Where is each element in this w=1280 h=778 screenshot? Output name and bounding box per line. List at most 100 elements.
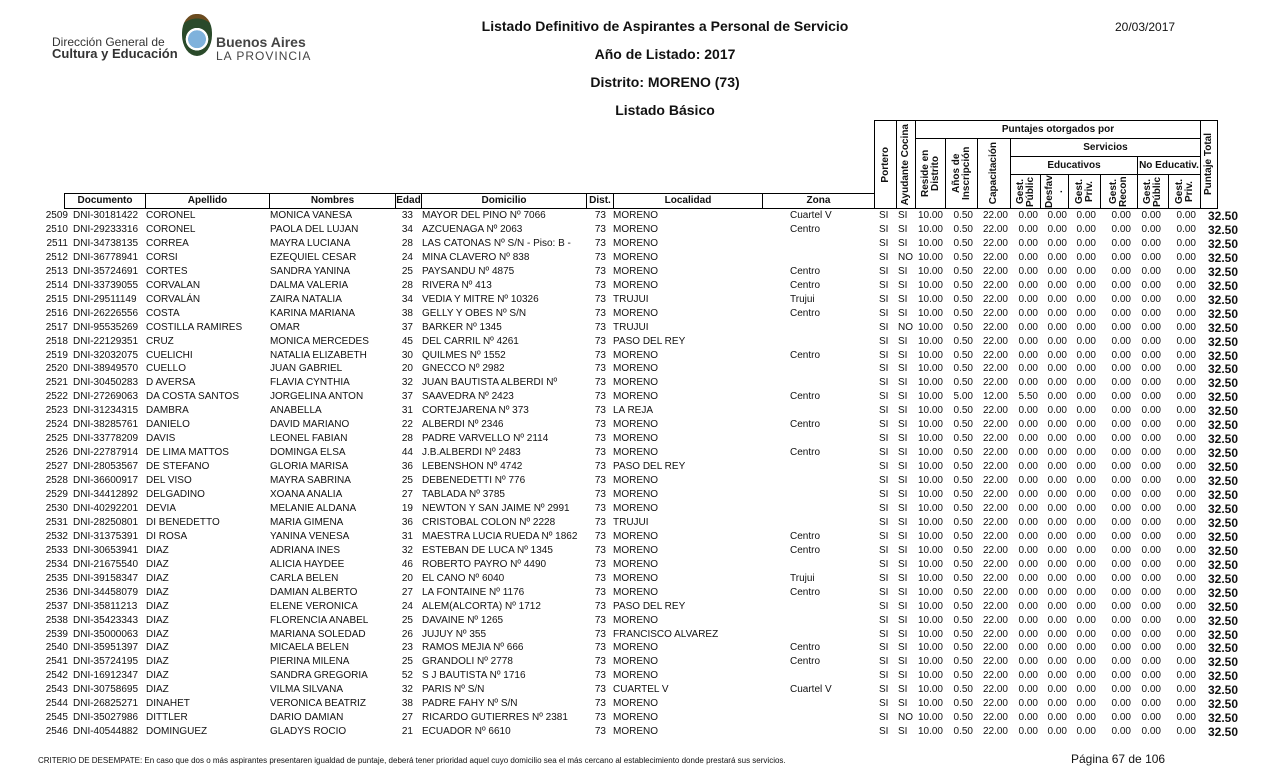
cell-capacitacion: 22.00 [982,335,1008,347]
cell-edad: 24 [401,600,413,612]
cell-row-number: 2538 [45,614,68,626]
table-row: 2514 DNI-33739055 CORVALAN DALMA VALERIA 28 R… [0,279,1280,293]
cell-dist: 73 [594,642,606,654]
cell-ayudante: SI [898,516,908,528]
cell-total: 32.50 [1207,655,1238,670]
logo-brand2: LA PROVINCIA [216,49,312,63]
logo-line2: Cultura y Educación [52,46,178,61]
cell-reside: 10.00 [917,223,943,235]
table-row: 2532 DNI-31375391 DI ROSA YANINA VENESA 31 MA… [0,530,1280,544]
cell-documento: DNI-22787914 [73,447,139,459]
cell-gest-public: 0.00 [1018,712,1038,724]
cell-localidad: MORENO [613,530,658,542]
cell-edad: 20 [401,572,413,584]
cell-gest-recon: 0.00 [1111,544,1131,556]
table-row: 2537 DNI-35811213 DIAZ ELENE VERONICA 24 ALEM… [0,600,1280,614]
cell-ne-gest-public: 0.00 [1141,210,1161,221]
cell-ne-gest-public: 0.00 [1141,363,1161,375]
cell-ayudante: SI [898,502,908,514]
cell-zona: Centro [790,642,821,654]
cell-portero: SI [879,391,889,403]
cell-domicilio: PARIS Nº S/N [422,684,485,696]
cell-ne-gest-priv: 0.00 [1176,670,1196,682]
cell-domicilio: JUJUY Nº 355 [422,628,487,640]
cell-ayudante: SI [898,572,908,584]
cell-apellido: DE STEFANO [146,461,210,473]
cell-zona: Centro [790,391,821,403]
table-row: 2542 DNI-16912347 DIAZ SANDRA GREGORIA 52 S J… [0,669,1280,683]
cell-domicilio: RIVERA Nº 413 [422,279,492,291]
cell-desfav: 0.00 [1047,210,1067,221]
cell-capacitacion: 22.00 [982,223,1008,235]
cell-documento: DNI-29511149 [73,293,137,305]
cell-documento: DNI-21675540 [73,558,139,570]
cell-anios: 0.50 [953,712,973,724]
cell-gest-public: 0.00 [1018,265,1038,277]
cell-ayudante: SI [898,377,908,389]
cell-desfav: 0.00 [1047,279,1067,291]
table-row: 2512 DNI-36778941 CORSI EZEQUIEL CESAR 24 MIN… [0,251,1280,265]
cell-domicilio: PAYSANDU Nº 4875 [422,265,515,277]
cell-ne-gest-priv: 0.00 [1176,684,1196,696]
cell-total: 32.50 [1207,334,1238,349]
cell-ne-gest-public: 0.00 [1141,419,1161,431]
cell-anios: 0.50 [953,363,973,375]
cell-capacitacion: 22.00 [982,600,1008,612]
cell-documento: DNI-28053567 [73,461,139,473]
cell-ne-gest-public: 0.00 [1141,642,1161,654]
cell-capacitacion: 22.00 [982,684,1008,696]
cell-portero: SI [879,321,889,333]
cell-capacitacion: 22.00 [982,642,1008,654]
cell-apellido: DIAZ [146,586,169,598]
cell-ayudante: SI [898,265,908,277]
cell-row-number: 2513 [45,265,68,277]
table-row: 2543 DNI-30758695 DIAZ VILMA SILVANA 32 PARIS… [0,683,1280,697]
cell-domicilio: MINA CLAVERO Nº 838 [422,251,530,263]
table-row: 2541 DNI-35724195 DIAZ PIERINA MILENA 25 GRAN… [0,655,1280,669]
cell-gest-priv: 0.00 [1076,670,1096,682]
cell-apellido: CORVALÁN [146,293,201,305]
cell-total: 32.50 [1207,376,1238,391]
cell-portero: SI [879,502,889,514]
cell-reside: 10.00 [917,558,943,570]
cell-ne-gest-priv: 0.00 [1176,251,1196,263]
cell-capacitacion: 22.00 [982,307,1008,319]
cell-total: 32.50 [1207,697,1238,712]
cell-edad: 36 [401,461,413,473]
cell-total: 32.50 [1207,571,1238,586]
cell-row-number: 2533 [45,544,68,556]
cell-domicilio: PADRE FAHY Nº S/N [422,698,518,710]
cell-gest-public: 0.00 [1018,614,1038,626]
cell-edad: 31 [401,530,413,542]
cell-localidad: PASO DEL REY [613,461,686,473]
cell-edad: 28 [401,237,413,249]
column-header-label: Desfav . [1043,175,1065,208]
cell-total: 32.50 [1207,515,1238,530]
cell-documento: DNI-30653941 [73,544,139,556]
cell-ne-gest-public: 0.00 [1141,223,1161,235]
cell-localidad: MORENO [613,237,658,249]
cell-gest-public: 0.00 [1018,516,1038,528]
cell-documento: DNI-35000063 [73,628,139,640]
table-row: 2515 DNI-29511149 CORVALÁN ZAIRA NATALIA 34 V… [0,293,1280,307]
column-header-educativos: Educativos [1010,156,1138,175]
cell-portero: SI [879,544,889,556]
cell-apellido: DOMINGUEZ [146,726,208,738]
cell-zona: Centro [790,349,821,361]
cell-localidad: MORENO [613,502,658,514]
cell-anios: 0.50 [953,530,973,542]
cell-ne-gest-public: 0.00 [1141,489,1161,500]
cell-nombres: FLORENCIA ANABEL [270,614,369,626]
cell-localidad: PASO DEL REY [613,335,686,347]
cell-gest-priv: 0.00 [1076,544,1096,556]
cell-apellido: DIAZ [146,684,169,696]
cell-desfav: 0.00 [1047,502,1067,514]
column-header-ne-gest-priv: Gest. Priv. [1168,174,1201,209]
cell-row-number: 2543 [45,684,68,696]
cell-apellido: DIAZ [146,558,169,570]
cell-domicilio: DAVAINE Nº 1265 [422,614,504,626]
table-row: 2534 DNI-21675540 DIAZ ALICIA HAYDEE 46 ROBER… [0,558,1280,572]
cell-gest-recon: 0.00 [1111,628,1131,640]
table-row: 2517 DNI-95535269 COSTILLA RAMIRES OMAR 37 BA… [0,321,1280,335]
cell-ne-gest-priv: 0.00 [1176,391,1196,403]
